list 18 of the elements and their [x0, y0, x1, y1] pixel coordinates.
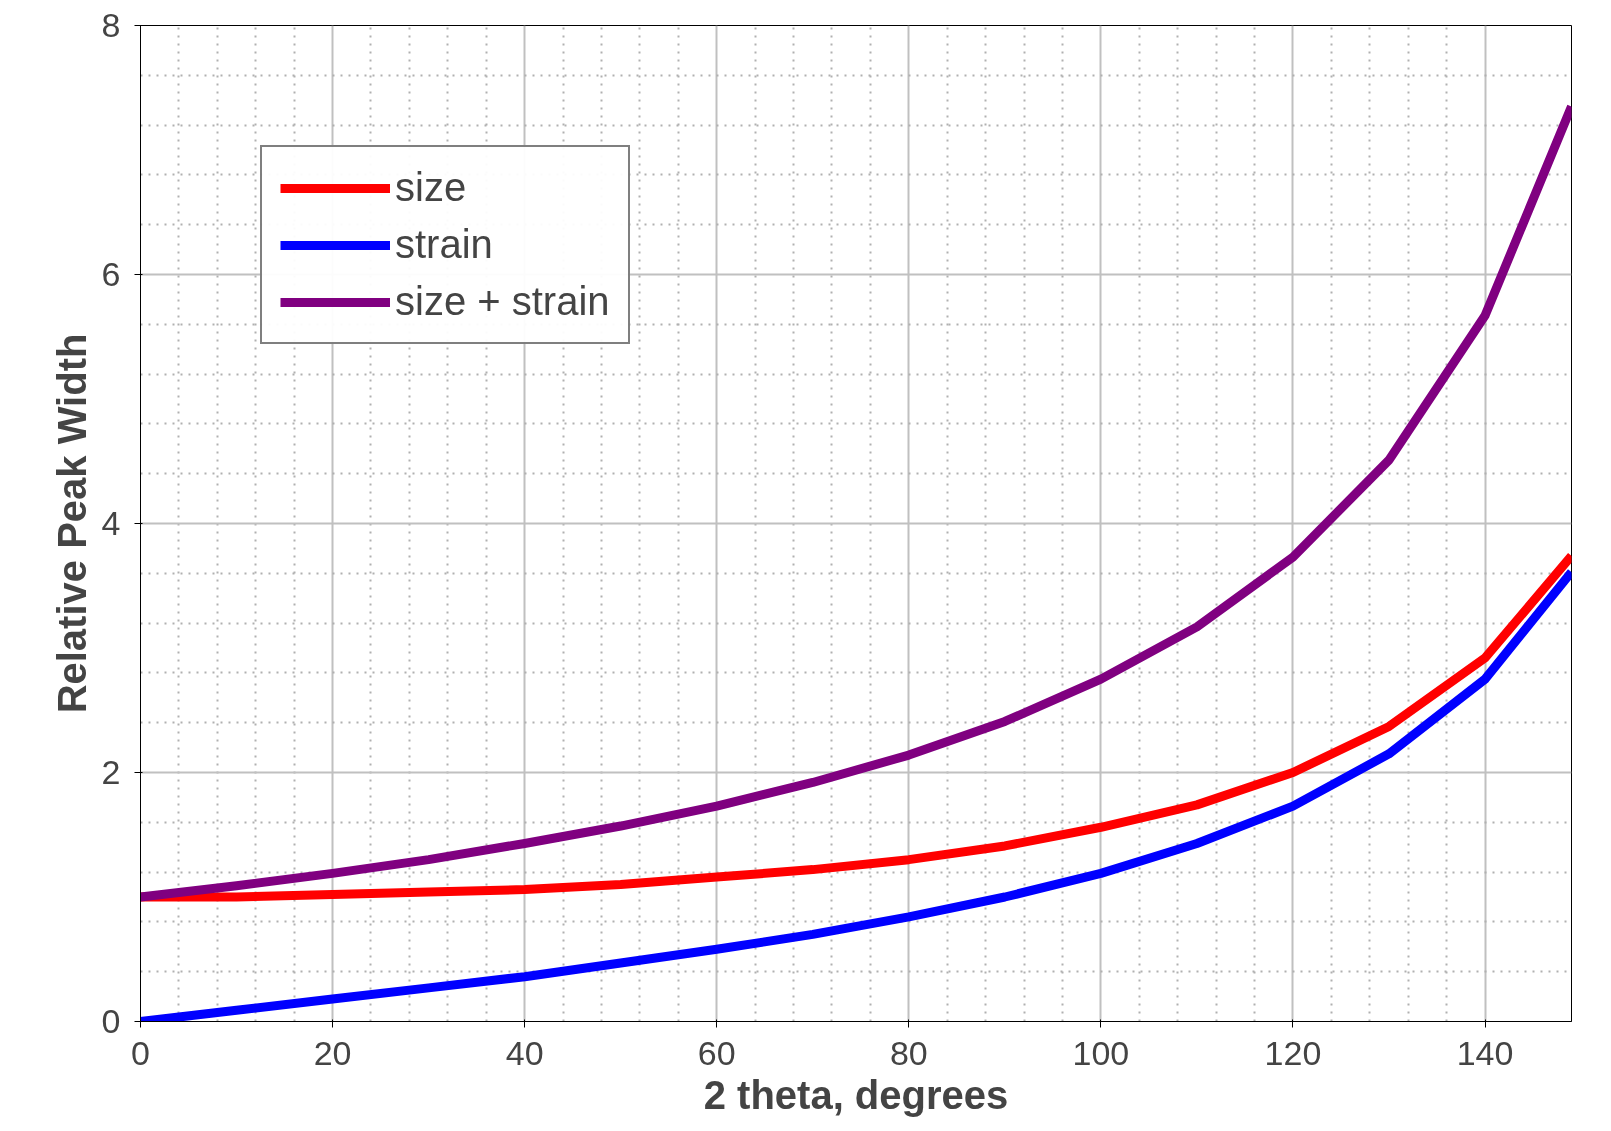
legend-label: strain [395, 222, 493, 267]
y-axis-title: Relative Peak Width [49, 333, 94, 714]
legend-label: size + strain [395, 279, 610, 324]
legend-label: size [395, 165, 467, 210]
y-tick-label: 4 [101, 504, 121, 542]
y-tick-label: 8 [101, 6, 121, 44]
x-tick-label: 40 [505, 1033, 544, 1072]
x-tick-label: 0 [131, 1033, 150, 1072]
x-tick-label: 120 [1264, 1033, 1322, 1072]
y-tick-label: 0 [101, 1002, 121, 1040]
y-tick-label: 2 [101, 753, 121, 791]
x-tick-label: 100 [1072, 1033, 1130, 1072]
x-tick-label: 80 [889, 1033, 928, 1072]
x-tick-label: 140 [1456, 1033, 1514, 1072]
x-axis-title: 2 theta, degrees [703, 1072, 1009, 1117]
x-tick-label: 60 [697, 1033, 736, 1072]
x-tick-label: 20 [313, 1033, 352, 1072]
y-tick-label: 6 [101, 255, 121, 293]
